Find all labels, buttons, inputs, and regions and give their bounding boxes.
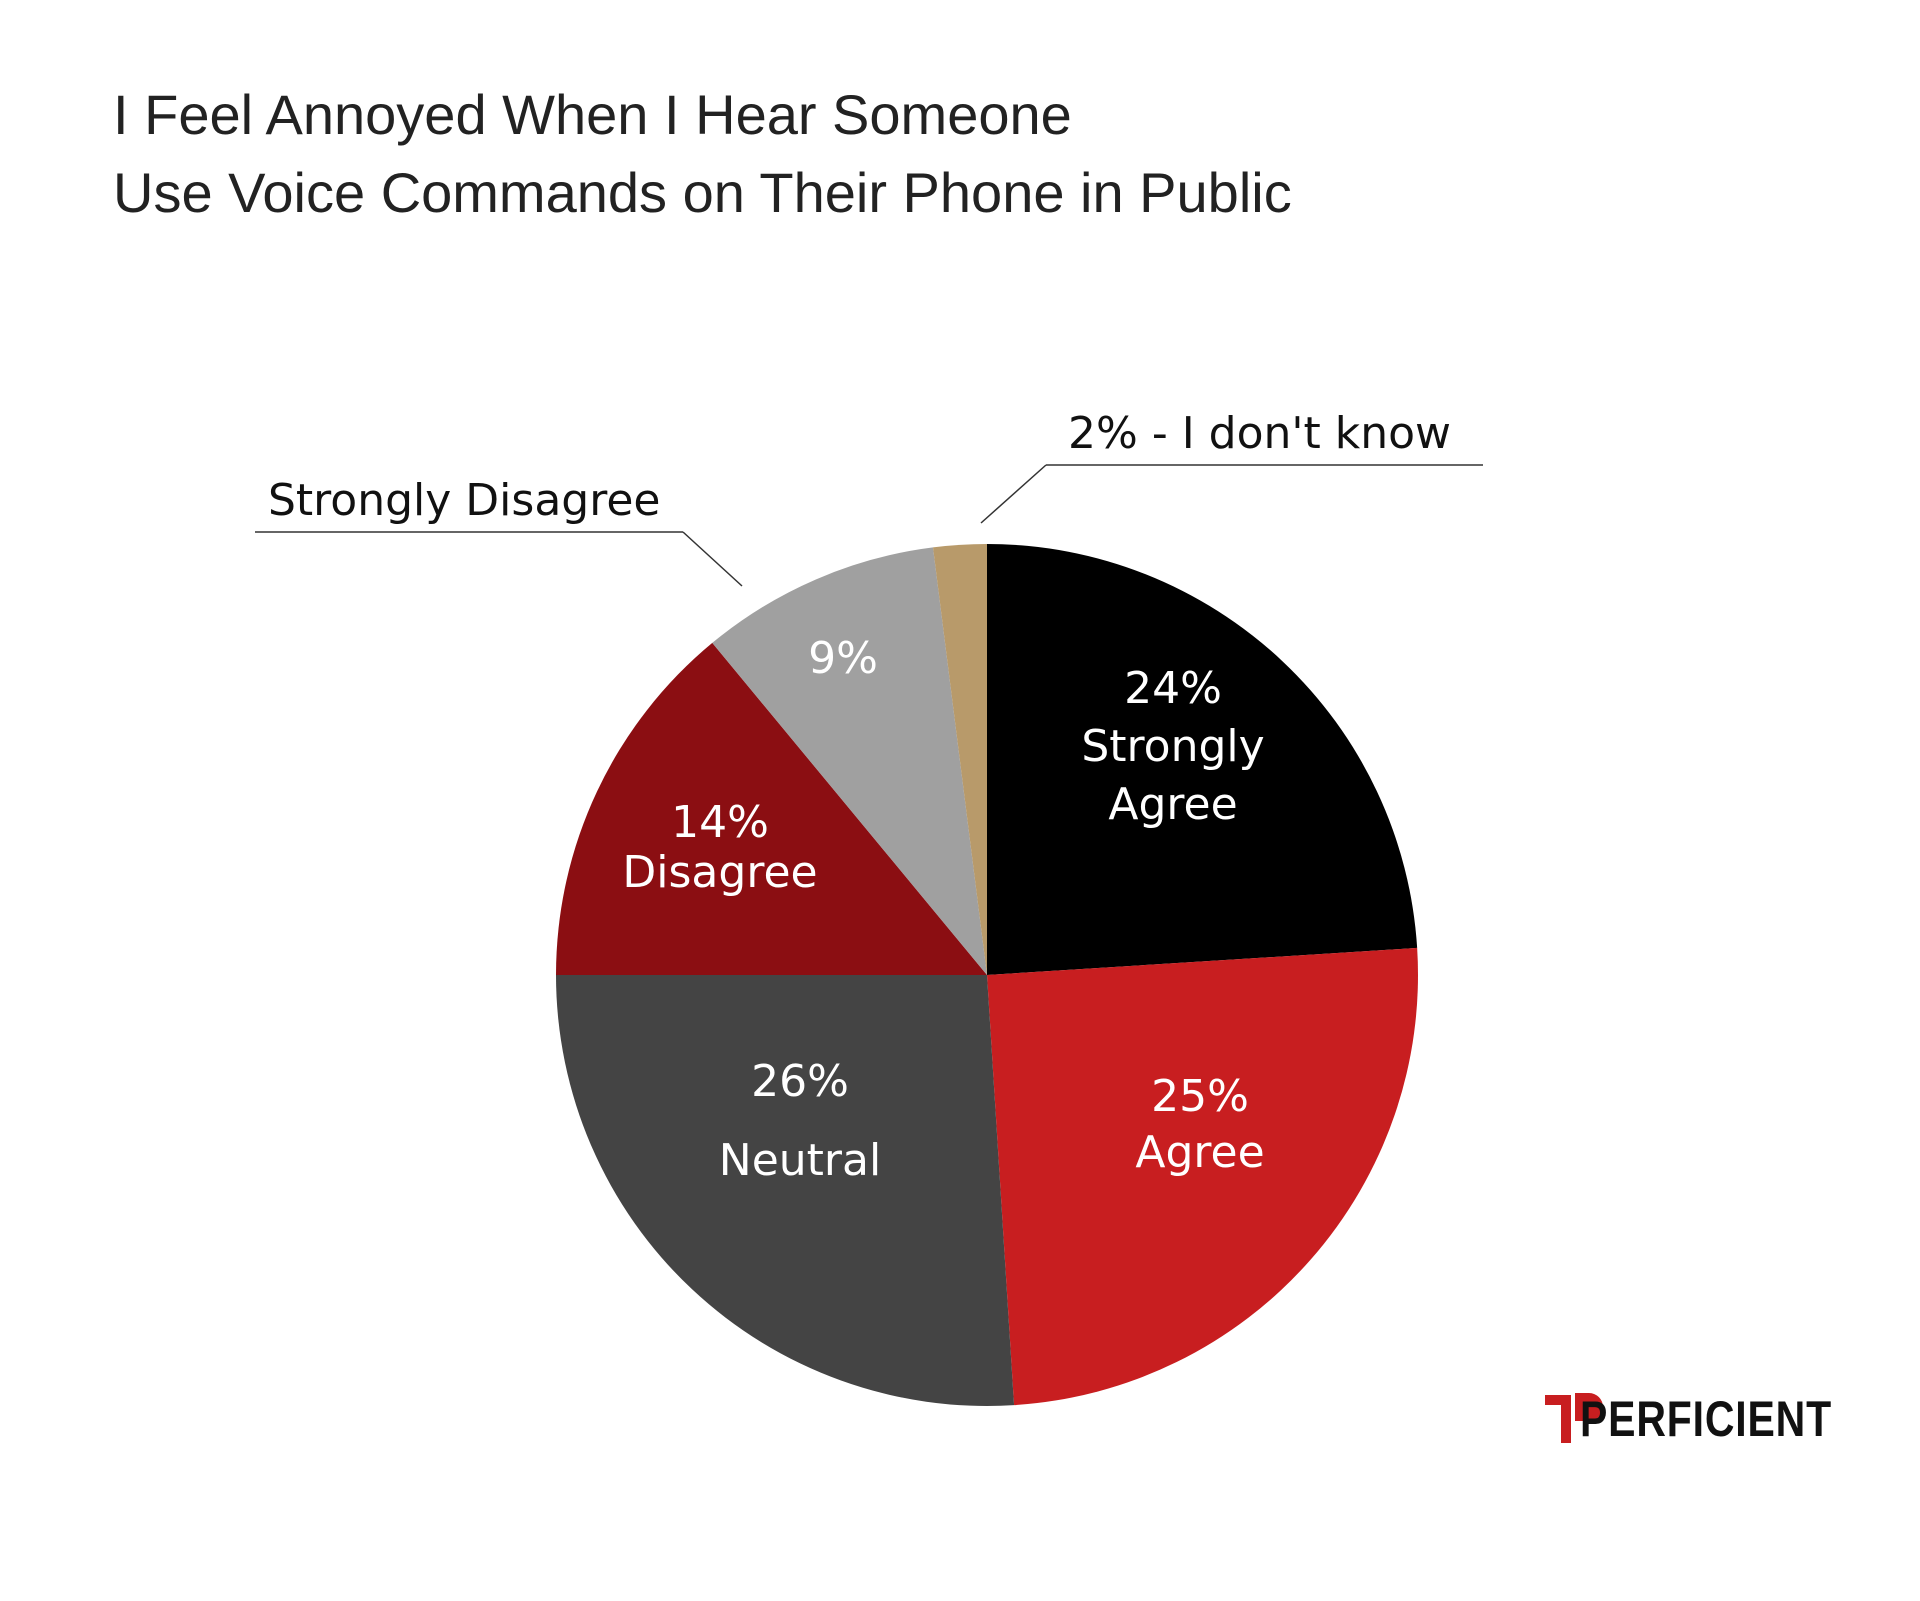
value-label: 2% <box>1068 408 1138 459</box>
separator: - <box>1151 408 1168 459</box>
category-label: Strongly Agree <box>1081 721 1265 830</box>
pie-slice <box>987 544 1418 975</box>
chart-title: I Feel Annoyed When I Hear Someone <box>113 83 1072 146</box>
category-label: Neutral <box>718 1135 882 1186</box>
category-label: Agree <box>1135 1127 1265 1178</box>
leader-line <box>682 531 743 587</box>
chart-title: Use Voice Commands on Their Phone in Pub… <box>113 161 1292 224</box>
value-label: 14% <box>671 797 769 848</box>
pie-slice <box>932 544 987 975</box>
value-label: 9% <box>808 633 878 684</box>
callout: 2% - I don't know <box>1068 408 1451 459</box>
category-label: I don't know <box>1181 408 1452 459</box>
pie-slice <box>556 975 1015 1406</box>
logo: PERFICIENT <box>1580 1391 1832 1447</box>
value-label: 25% <box>1151 1071 1249 1122</box>
value-label: 26% <box>751 1056 849 1107</box>
logo-mark <box>1545 1393 1603 1443</box>
pie-slice <box>712 547 987 975</box>
category-label: Disagree <box>622 847 818 898</box>
leader-line <box>980 464 1047 524</box>
value-label: 24% <box>1124 663 1222 714</box>
pie-slice <box>987 947 1419 1406</box>
pie-slice <box>556 642 987 975</box>
category-label: Strongly Disagree <box>268 475 661 526</box>
